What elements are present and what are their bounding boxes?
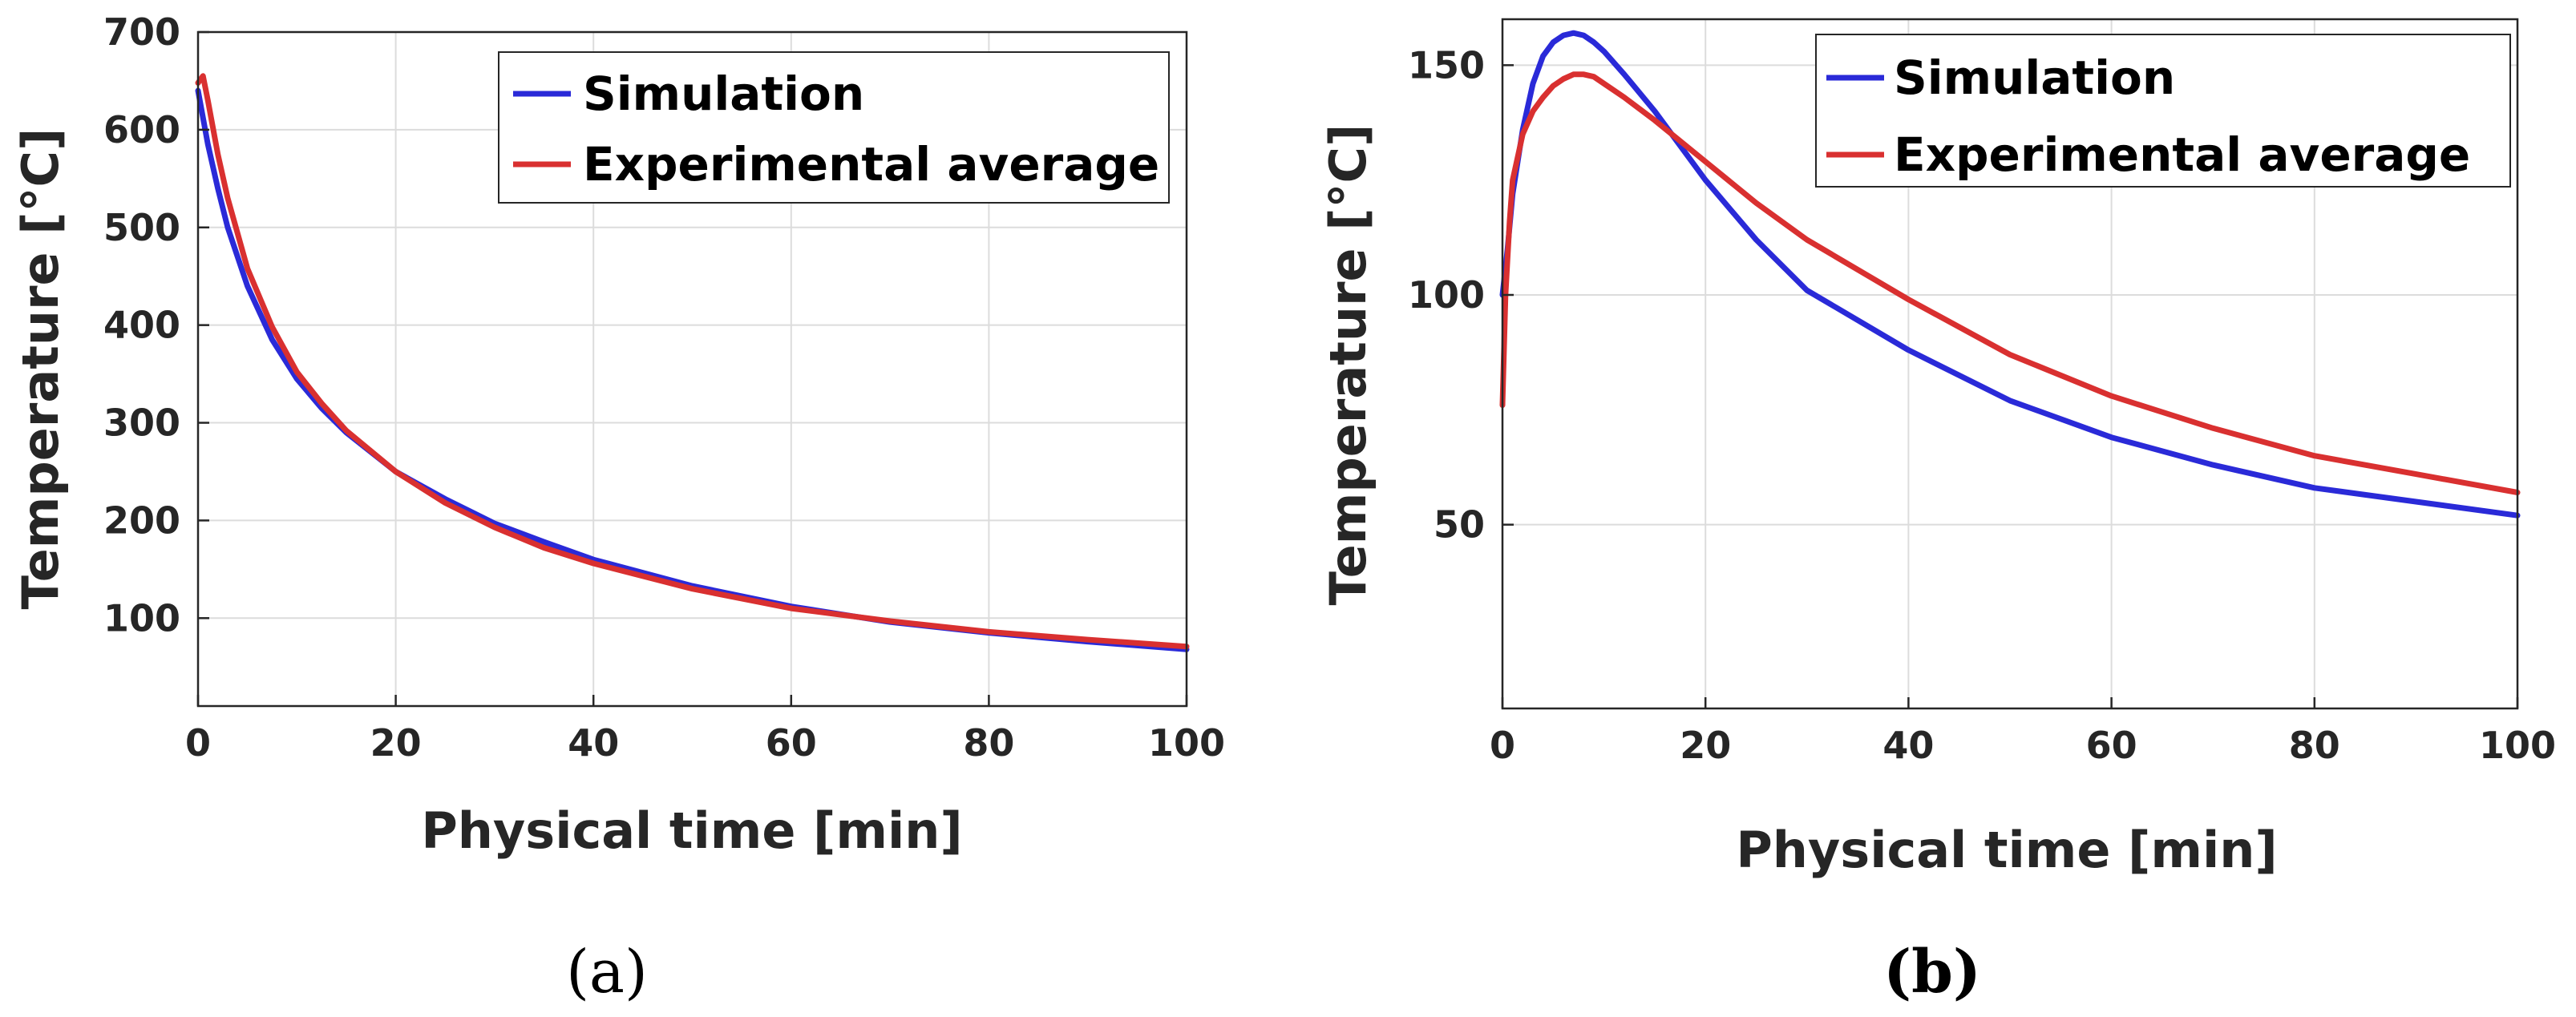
plot-frame: [1501, 18, 2519, 710]
grid-lines: [198, 32, 1187, 706]
x-tick-label: 60: [766, 721, 817, 765]
legend-box: [1815, 34, 2511, 188]
y-axis-label: Temperature [°C]: [1319, 124, 1377, 606]
y-tick-label: 400: [103, 304, 180, 347]
tick-marks: [1501, 64, 2519, 708]
series-line-experimental: [1499, 71, 2521, 495]
x-tick-label: 40: [1882, 724, 1934, 767]
y-tick-label: 200: [103, 498, 180, 542]
x-tick-label: 0: [1490, 724, 1515, 767]
x-tick-label: 0: [185, 721, 211, 765]
chart-panel-b: 0 20 40 60 80 100 50 100 150 Physical time [min]…: [1319, 18, 2556, 1007]
x-tick-label: 20: [1680, 724, 1731, 767]
y-tick-label: 100: [103, 596, 180, 640]
tick-labels: 0 20 40 60 80 100 50 100 150: [1408, 43, 2556, 767]
series-lines: [1499, 30, 2521, 519]
y-tick-label: 500: [103, 206, 180, 249]
panel-caption-b: (b): [1883, 938, 1981, 1007]
x-tick-label: 60: [2086, 724, 2137, 767]
y-tick-label: 700: [103, 10, 180, 54]
legend-label-simulation: Simulation: [583, 67, 864, 121]
y-tick-label: 100: [1408, 273, 1485, 317]
y-tick-label: 50: [1434, 503, 1485, 547]
series-line-simulation: [1499, 30, 2521, 519]
x-axis-label: Physical time [min]: [1736, 821, 2277, 879]
y-tick-label: 600: [103, 108, 180, 151]
legend: Simulation Experimental average: [498, 51, 1170, 204]
chart-panel-a: 0 20 40 60 80 100 100 200 300 400 500 600 700 Physic…: [11, 10, 1225, 1007]
x-tick-label: 80: [2289, 724, 2340, 767]
x-tick-label: 20: [370, 721, 422, 765]
panel-caption-a: (a): [566, 938, 648, 1007]
legend-label-experimental: Experimental average: [583, 137, 1159, 192]
legend-label-simulation: Simulation: [1894, 50, 2175, 105]
legend-label-experimental: Experimental average: [1894, 127, 2470, 182]
x-axis-label: Physical time [min]: [421, 801, 962, 860]
x-tick-label: 40: [568, 721, 619, 765]
series-lines: [195, 73, 1190, 652]
series-line-experimental: [195, 73, 1190, 650]
legend-box: [498, 51, 1170, 204]
legend: Simulation Experimental average: [1815, 34, 2511, 188]
tick-labels: 0 20 40 60 80 100 100 200 300 400 500 600 700: [103, 10, 1225, 765]
x-tick-label: 80: [963, 721, 1014, 765]
tick-marks: [196, 30, 1188, 706]
y-tick-label: 300: [103, 402, 180, 445]
x-tick-label: 100: [2479, 724, 2556, 767]
x-tick-label: 100: [1148, 721, 1225, 765]
y-tick-label: 150: [1408, 43, 1485, 87]
plot-frame: [196, 30, 1188, 708]
y-axis-label: Temperature [°C]: [11, 128, 70, 610]
